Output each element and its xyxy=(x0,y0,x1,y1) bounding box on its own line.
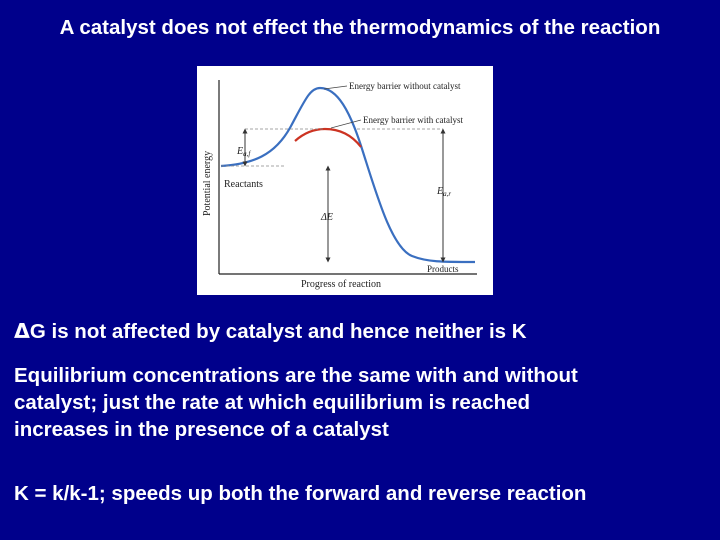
catalyzed-barrier-label: Energy barrier with catalyst xyxy=(363,115,464,125)
delta-e-label: ΔE xyxy=(320,212,333,223)
bullet-equilibrium: Equilibrium concentrations are the same … xyxy=(14,362,714,443)
uncatalyzed-energy-curve xyxy=(220,86,476,264)
y-axis-label: Potential energy xyxy=(202,151,213,216)
bullet-equilibrium-line-1: Equilibrium concentrations are the same … xyxy=(14,364,578,387)
bullet-delta-g-text: G is not affected by catalyst and hence … xyxy=(29,320,527,343)
uncatalyzed-barrier-label: Energy barrier without catalyst xyxy=(349,81,461,91)
x-axis-label: Progress of reaction xyxy=(301,279,381,290)
bullet-equilibrium-line-3: increases in the presence of a catalyst xyxy=(14,418,389,441)
slide-title: A catalyst does not effect the thermodyn… xyxy=(59,16,661,39)
energy-diagram-figure: Potential energy Progress of reaction Ea… xyxy=(197,66,493,295)
products-label: Products xyxy=(427,264,459,274)
energy-diagram-svg: Potential energy Progress of reaction Ea… xyxy=(202,80,477,290)
bullet-delta-g: ΔG is not affected by catalyst and hence… xyxy=(14,318,714,345)
bullet-equilibrium-line-2: catalyst; just the rate at which equilib… xyxy=(14,391,531,414)
ea-forward-label: Ea,f xyxy=(236,146,251,158)
delta-symbol: Δ xyxy=(14,319,30,343)
catalyzed-leader xyxy=(330,119,362,129)
uncatalyzed-leader xyxy=(323,85,348,90)
bullet-rate-constant: K = k/k-1; speeds up both the forward an… xyxy=(14,482,587,505)
reactants-label: Reactants xyxy=(224,179,263,190)
ea-reverse-label: Ea,r xyxy=(436,186,451,198)
catalyzed-energy-curve xyxy=(294,127,362,148)
